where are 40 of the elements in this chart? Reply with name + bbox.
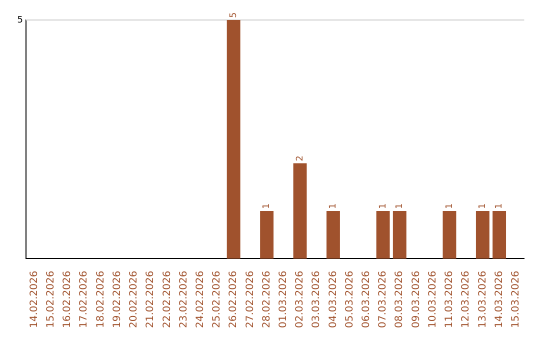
x-tick-label: 12.03.2026 <box>460 270 472 328</box>
x-tick-label: 15.03.2026 <box>510 270 522 328</box>
x-tick-label: 13.03.2026 <box>477 270 488 328</box>
x-tick-label: 05.03.2026 <box>344 270 356 328</box>
data-label: 1 <box>262 203 272 209</box>
x-tick-label: 26.02.2026 <box>228 270 240 328</box>
x-tick-label: 10.03.2026 <box>427 270 438 328</box>
x-tick-label: 02.03.2026 <box>294 270 306 328</box>
x-tick-label: 16.02.2026 <box>62 270 74 328</box>
data-label: 5 <box>228 12 239 18</box>
data-label: 1 <box>378 203 388 209</box>
x-tick-label: 27.02.2026 <box>244 270 256 328</box>
data-label: 1 <box>444 203 455 209</box>
x-tick-label: 01.03.2026 <box>278 270 289 328</box>
data-label: 1 <box>328 203 339 209</box>
x-tick-label: 23.02.2026 <box>178 270 190 328</box>
x-tick-label: 24.02.2026 <box>194 270 206 328</box>
x-tick-label: 14.02.2026 <box>28 270 40 328</box>
x-tick-label: 19.02.2026 <box>112 270 123 328</box>
data-label: 1 <box>394 203 405 209</box>
x-tick-label: 11.03.2026 <box>444 270 456 328</box>
x-tick-label: 03.03.2026 <box>311 270 322 328</box>
data-label: 1 <box>494 203 505 209</box>
x-tick-label: 09.03.2026 <box>410 270 422 328</box>
x-tick-label: 28.02.2026 <box>261 270 272 328</box>
x-tick-label: 17.02.2026 <box>78 270 90 328</box>
data-label: 1 <box>478 203 488 209</box>
x-tick-label: 06.03.2026 <box>361 270 372 328</box>
text: 5 <box>17 15 23 26</box>
x-tick-label: 21.02.2026 <box>145 270 156 328</box>
x-tick-label: 25.02.2026 <box>212 270 223 328</box>
x-tick-label: 08.03.2026 <box>394 270 406 328</box>
x-tick-label: 18.02.2026 <box>95 270 106 328</box>
x-tick-label: 04.03.2026 <box>328 270 339 328</box>
x-tick-label: 20.02.2026 <box>128 270 140 328</box>
x-tick-label: 07.03.2026 <box>378 270 389 328</box>
x-tick-label: 15.02.2026 <box>46 270 57 328</box>
data-label: 2 <box>295 156 306 162</box>
x-tick-label: 22.02.2026 <box>162 270 173 328</box>
x-tick-label: 14.03.2026 <box>494 270 505 328</box>
